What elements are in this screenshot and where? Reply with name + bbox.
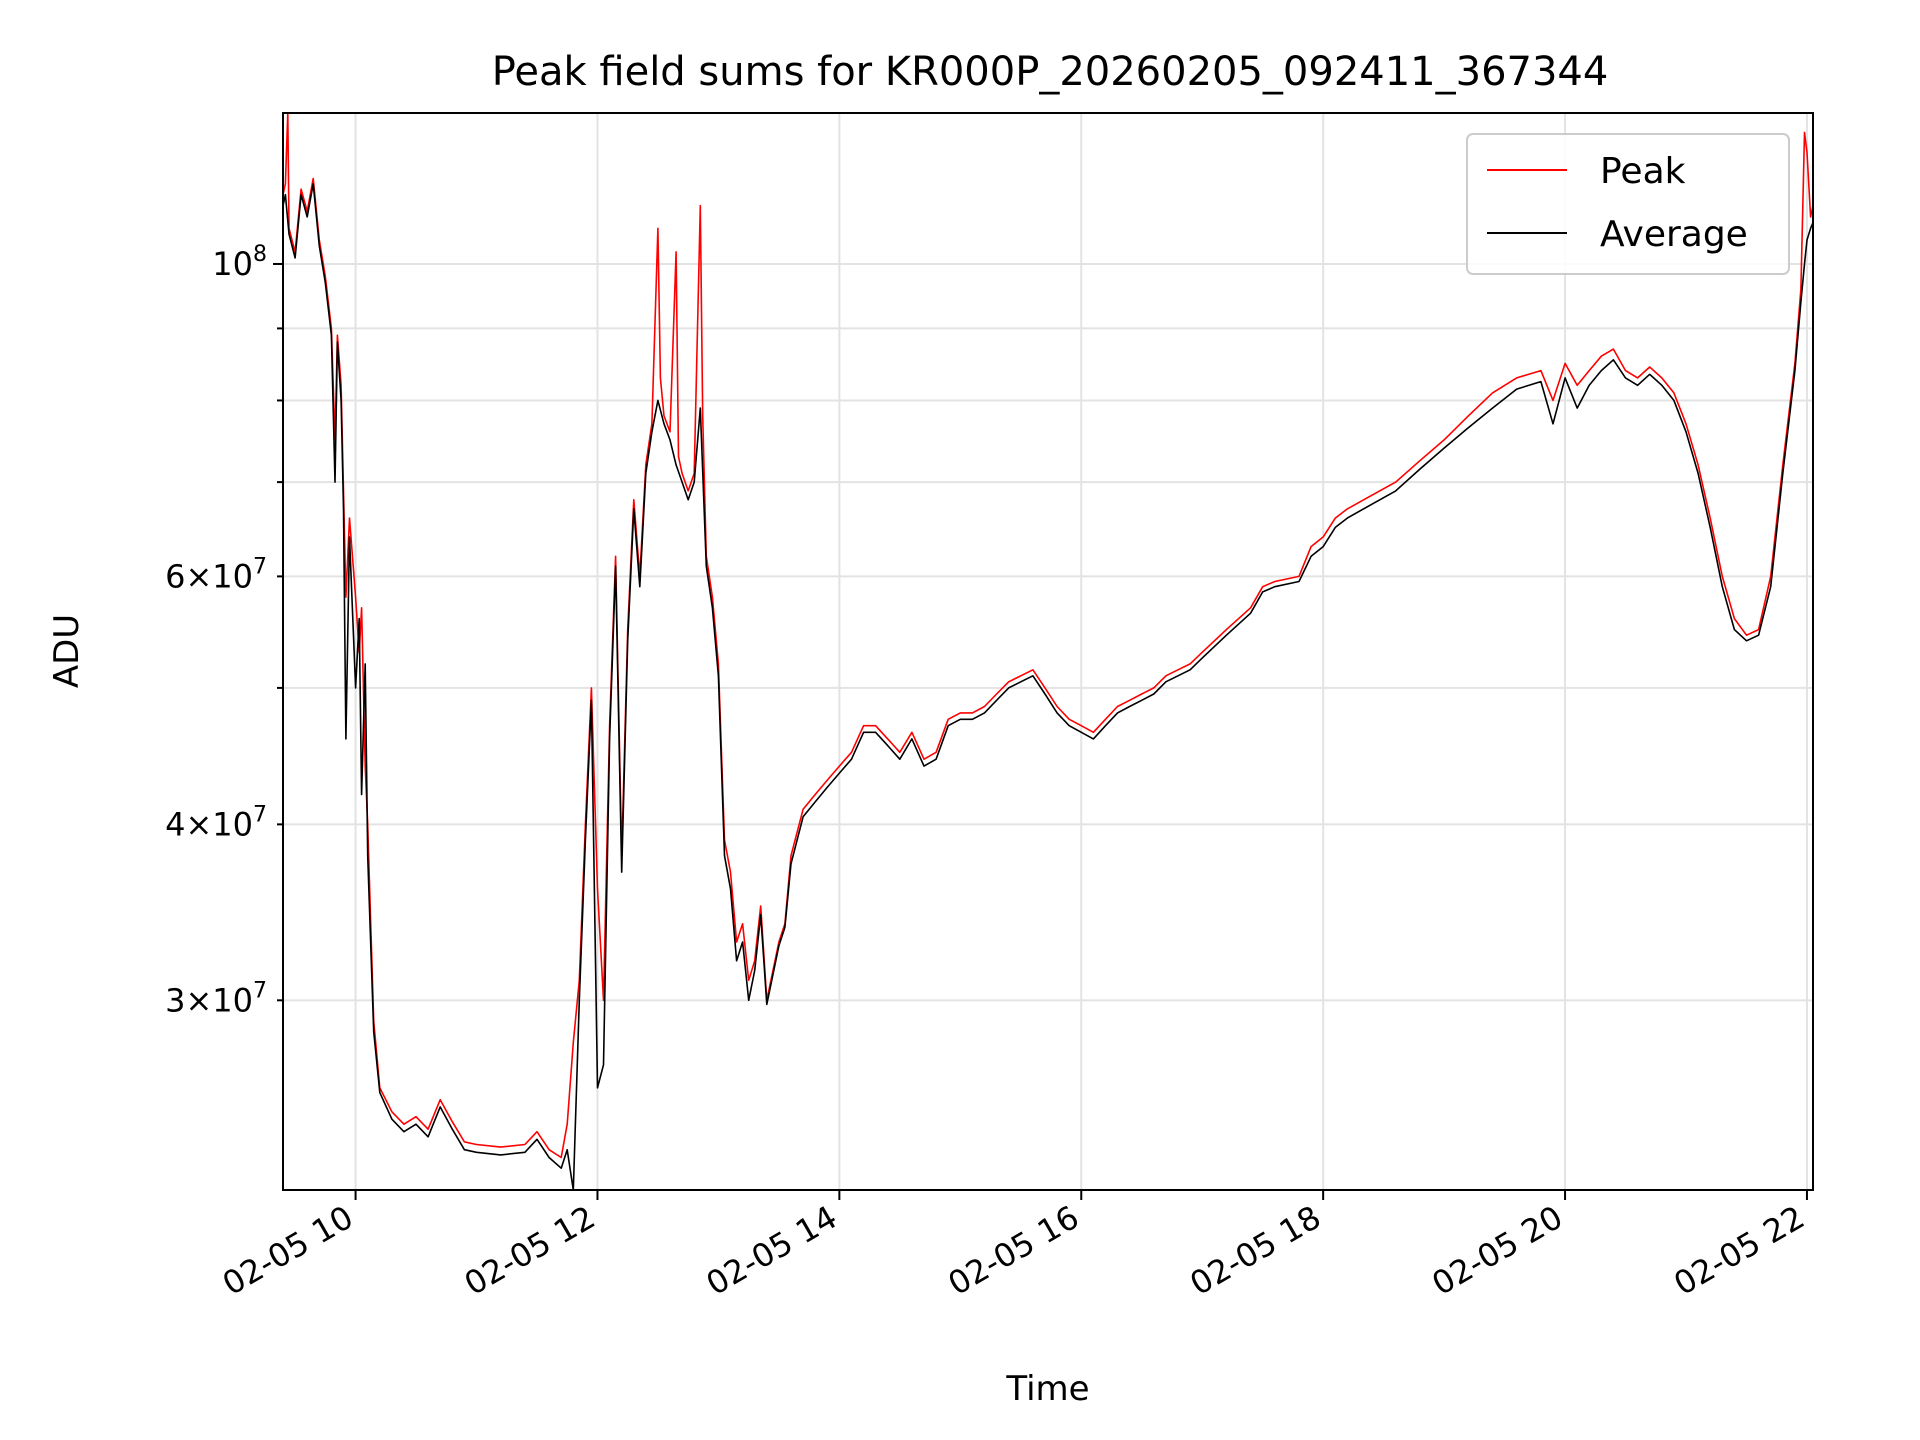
y-tick-label: 4×107 <box>165 802 267 843</box>
y-tick-label: 108 <box>212 242 267 283</box>
plot-frame <box>282 112 1814 1191</box>
y-tick-label: 6×107 <box>165 554 267 595</box>
x-axis-label: Time <box>1005 1369 1089 1409</box>
chart-title: Peak field sums for KR000P_20260205_0924… <box>492 49 1609 95</box>
legend-peak-label: Peak <box>1600 151 1686 192</box>
y-tick-label: 3×107 <box>165 978 267 1019</box>
series-line-average <box>283 183 1813 1190</box>
y-axis: 108 3×107 4×107 6×107 <box>165 242 283 1019</box>
y-axis-label: ADU <box>47 614 87 688</box>
legend: Peak Average <box>1466 133 1790 275</box>
grid <box>283 113 1813 1190</box>
plot-series <box>283 113 1813 1190</box>
legend-average-label: Average <box>1600 214 1748 255</box>
series-line-peak <box>283 113 1813 1159</box>
